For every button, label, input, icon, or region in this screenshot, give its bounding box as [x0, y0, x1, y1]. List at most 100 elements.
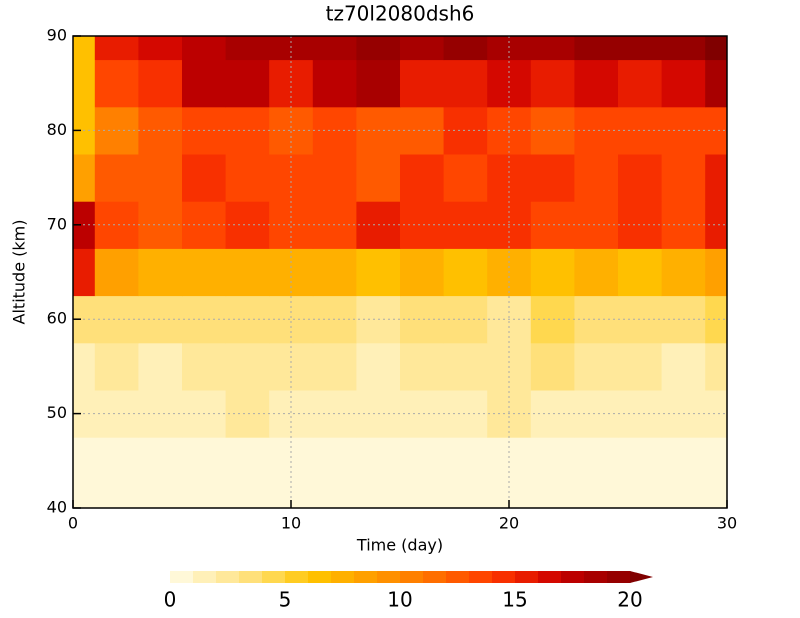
heat-cell: [574, 295, 619, 344]
heat-cell: [574, 248, 619, 297]
heat-cell: [225, 390, 270, 438]
x-axis-label: Time (day): [356, 536, 443, 555]
colorbar-swatch: [354, 571, 378, 583]
heat-cell: [443, 201, 488, 249]
heat-cell: [138, 154, 183, 202]
colorbar-swatch: [377, 571, 401, 583]
heat-cell: [312, 248, 357, 297]
heat-cell: [618, 36, 663, 61]
heat-cell: [618, 59, 663, 108]
colorbar-tick-label: 5: [279, 588, 292, 612]
heat-cell: [443, 154, 488, 202]
heat-cell: [138, 295, 183, 344]
heat-cell: [443, 59, 488, 108]
heat-cell: [182, 36, 227, 61]
colorbar-swatch: [561, 571, 585, 583]
y-tick-label: 70: [47, 214, 67, 233]
heat-cell: [705, 437, 728, 485]
heat-cell: [94, 36, 139, 61]
colorbar-tick-label: 20: [617, 588, 642, 612]
heat-cell: [443, 342, 488, 391]
heat-cell: [530, 154, 575, 202]
heat-cell: [225, 437, 270, 485]
colorbar-swatch: [423, 571, 447, 583]
colorbar-swatch: [170, 571, 194, 583]
y-tick-label: 80: [47, 120, 67, 139]
heat-cell: [73, 437, 96, 485]
heat-cell: [94, 484, 139, 509]
heat-cell: [94, 106, 139, 155]
heat-cell: [73, 154, 96, 202]
heat-cell: [530, 59, 575, 108]
heat-cell: [705, 342, 728, 391]
heat-cell: [661, 154, 706, 202]
heat-cell: [73, 59, 96, 108]
colorbar-swatch: [607, 571, 631, 583]
heat-cell: [618, 154, 663, 202]
heat-cell: [400, 342, 445, 391]
heat-cell: [138, 437, 183, 485]
heat-cell: [356, 154, 401, 202]
heat-cell: [400, 484, 445, 509]
colorbar-swatch: [469, 571, 493, 583]
heat-cell: [356, 59, 401, 108]
heat-cell: [138, 342, 183, 391]
heat-cell: [661, 342, 706, 391]
heat-cell: [574, 390, 619, 438]
heat-cell: [225, 484, 270, 509]
heat-cell: [312, 154, 357, 202]
heat-cell: [400, 201, 445, 249]
x-tick-label: 0: [68, 514, 78, 533]
colorbar-swatch: [285, 571, 309, 583]
colorbar-tick-label: 10: [387, 588, 412, 612]
heat-cell: [356, 248, 401, 297]
heat-cell: [618, 248, 663, 297]
heat-cell: [138, 390, 183, 438]
heat-cell: [574, 484, 619, 509]
heat-cell: [73, 484, 96, 509]
heat-cell: [312, 342, 357, 391]
heat-cell: [443, 36, 488, 61]
heat-cell: [574, 342, 619, 391]
heat-cell: [73, 248, 96, 297]
colorbar-swatch: [193, 571, 217, 583]
heat-cell: [443, 390, 488, 438]
heat-cell: [312, 484, 357, 509]
plot-frame: [72, 35, 728, 509]
x-tick-label: 30: [717, 514, 737, 533]
heat-cell: [269, 201, 314, 249]
heat-cell: [94, 437, 139, 485]
heat-cell: [225, 154, 270, 202]
heat-cell: [225, 59, 270, 108]
heat-cell: [443, 484, 488, 509]
heat-cell: [705, 390, 728, 438]
heat-cell: [661, 59, 706, 108]
heat-cell: [705, 248, 728, 297]
heat-cell: [312, 36, 357, 61]
heat-cell: [574, 36, 619, 61]
heat-cell: [182, 248, 227, 297]
colorbar-swatch: [239, 571, 263, 583]
heat-cell: [661, 36, 706, 61]
heat-cell: [443, 437, 488, 485]
heat-cell: [94, 201, 139, 249]
heat-cell: [661, 437, 706, 485]
colorbar-swatch: [331, 571, 355, 583]
heat-cell: [94, 154, 139, 202]
heat-cell: [530, 248, 575, 297]
heat-cell: [356, 342, 401, 391]
heat-cell: [312, 59, 357, 108]
heat-cell: [182, 437, 227, 485]
x-tick-label: 10: [281, 514, 301, 533]
heat-cell: [705, 295, 728, 344]
colorbar-swatch: [262, 571, 286, 583]
heat-cell: [138, 106, 183, 155]
heat-cell: [574, 201, 619, 249]
heat-cell: [530, 484, 575, 509]
colorbar-swatch: [515, 571, 539, 583]
y-tick-label: 40: [47, 498, 67, 517]
heat-cell: [443, 248, 488, 297]
heat-cell: [400, 154, 445, 202]
heat-cell: [73, 342, 96, 391]
